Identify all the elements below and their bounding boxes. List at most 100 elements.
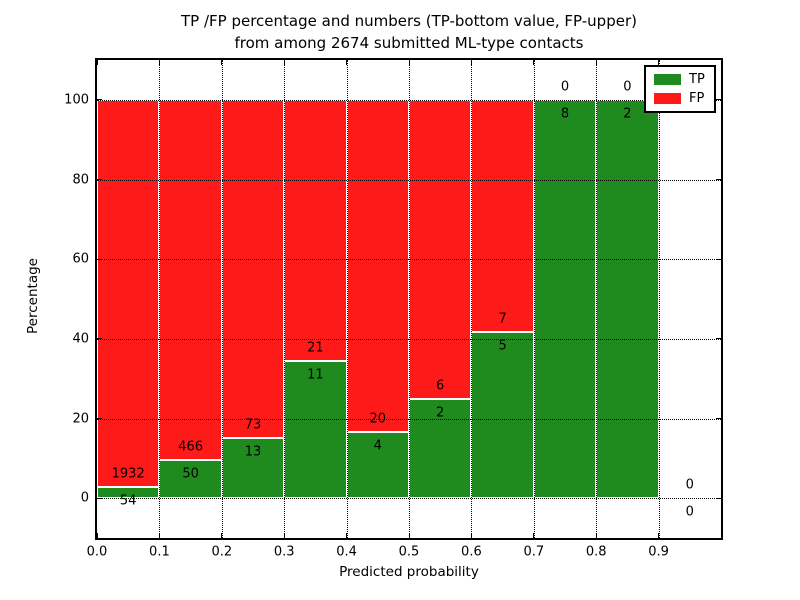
fp-count-label: 0 — [560, 79, 570, 95]
x-tick-label: 0.8 — [585, 544, 607, 560]
x-tick-top — [658, 60, 660, 65]
bar-segment-fp — [471, 99, 534, 333]
y-tick-right — [716, 338, 721, 340]
y-axis-label: Percentage — [25, 258, 41, 334]
x-tick-bottom — [533, 533, 535, 538]
x-tick-top — [96, 60, 98, 65]
fp-count-label: 73 — [244, 417, 262, 433]
x-tick-bottom — [595, 533, 597, 538]
v-gridline — [159, 60, 161, 538]
y-tick-right — [716, 418, 721, 419]
x-tick-bottom — [408, 533, 410, 538]
bar-segment-tp — [284, 361, 347, 499]
v-gridline — [221, 60, 223, 538]
v-gridline — [284, 60, 286, 538]
x-tick-top — [158, 60, 160, 65]
bar-segment-tp — [346, 431, 409, 499]
x-tick-bottom — [96, 533, 98, 538]
tp-swatch-icon — [654, 74, 681, 85]
v-gridline — [596, 60, 598, 538]
v-gridline — [346, 60, 348, 538]
x-tick-label: 0.3 — [273, 544, 295, 560]
bar-segment-fp — [409, 99, 472, 399]
bar-segment-tp — [159, 459, 222, 499]
y-tick-right — [716, 179, 721, 180]
tp-count-label: 0 — [685, 504, 694, 520]
x-tick-label: 0.4 — [336, 544, 357, 560]
tp-count-label: 8 — [560, 106, 570, 122]
y-tick-label: 40 — [72, 331, 89, 347]
fp-count-label: 21 — [307, 340, 324, 356]
y-tick-left — [97, 179, 102, 180]
fp-count-label: 7 — [498, 311, 507, 327]
fp-count-label: 0 — [623, 79, 632, 95]
y-tick-right — [716, 99, 721, 101]
fp-count-label: 6 — [436, 378, 445, 394]
x-tick-label: 0.9 — [648, 544, 669, 560]
x-tick-bottom — [221, 533, 223, 538]
fp-count-label: 466 — [178, 439, 204, 455]
y-tick-label: 100 — [64, 92, 89, 108]
chart-title-line2: from among 2674 submitted ML-type contac… — [234, 34, 584, 52]
y-tick-left — [97, 418, 102, 419]
v-gridline — [533, 60, 535, 538]
tp-count-label: 50 — [182, 466, 199, 482]
bar-segment-fp — [97, 99, 160, 488]
x-tick-bottom — [346, 533, 348, 538]
y-tick-left — [97, 497, 102, 499]
bar-segment-fp — [346, 99, 409, 432]
y-tick-left — [97, 338, 102, 340]
tp-count-label: 2 — [623, 106, 632, 122]
x-tick-label: 0.1 — [149, 544, 170, 560]
v-gridline — [658, 60, 660, 538]
chart-title-line1: TP /FP percentage and numbers (TP-bottom… — [181, 12, 637, 30]
y-tick-label: 20 — [72, 411, 89, 426]
x-tick-top — [470, 60, 472, 65]
legend-label-tp: TP — [689, 72, 705, 87]
bar-segment-tp — [533, 99, 597, 499]
tp-count-label: 2 — [436, 405, 445, 421]
x-tick-top — [346, 60, 348, 65]
tp-count-label: 54 — [119, 493, 137, 509]
x-tick-top — [408, 60, 410, 65]
v-gridline — [409, 60, 410, 538]
x-tick-label: 0.0 — [86, 544, 108, 560]
fp-count-label: 1932 — [111, 466, 145, 482]
v-gridline — [471, 60, 473, 538]
x-tick-top — [533, 60, 535, 65]
tp-count-label: 5 — [498, 338, 507, 354]
fp-swatch-icon — [654, 93, 681, 104]
x-tick-top — [283, 60, 285, 65]
tp-count-label: 11 — [307, 367, 324, 383]
y-tick-right — [716, 258, 721, 260]
legend-item-tp: TP — [654, 73, 705, 86]
x-tick-label: 0.6 — [461, 544, 482, 560]
bar-segment-fp — [221, 99, 285, 438]
fp-count-label: 0 — [685, 477, 694, 493]
x-tick-bottom — [158, 533, 160, 538]
x-tick-label: 0.7 — [523, 544, 545, 560]
legend-item-fp: FP — [654, 92, 705, 105]
y-tick-left — [97, 99, 102, 101]
bar-segment-tp — [596, 99, 659, 499]
y-tick-label: 80 — [72, 172, 89, 187]
x-tick-bottom — [283, 533, 285, 538]
bar-segment-tp — [471, 332, 534, 499]
x-tick-top — [595, 60, 597, 65]
x-tick-top — [221, 60, 223, 65]
fp-count-label: 20 — [369, 411, 387, 427]
legend-label-fp: FP — [689, 91, 705, 106]
legend: TP FP — [644, 65, 716, 113]
plot-area: 1932 54 466 50 73 13 21 11 20 4 6 2 7 5 0 8 0 2 0 0 0 20 40 60 8… — [64, 58, 723, 560]
y-tick-left — [97, 258, 102, 260]
x-tick-label: 0.5 — [398, 544, 420, 560]
x-tick-bottom — [658, 533, 660, 538]
x-axis-label: Predicted probability — [339, 564, 479, 580]
tp-count-label: 4 — [373, 438, 382, 454]
bar-segment-fp — [159, 99, 222, 460]
bar-segment-tp — [97, 487, 160, 499]
x-tick-label: 0.2 — [211, 544, 233, 560]
y-tick-label: 0 — [80, 490, 89, 506]
bar-segment-fp — [284, 99, 347, 362]
